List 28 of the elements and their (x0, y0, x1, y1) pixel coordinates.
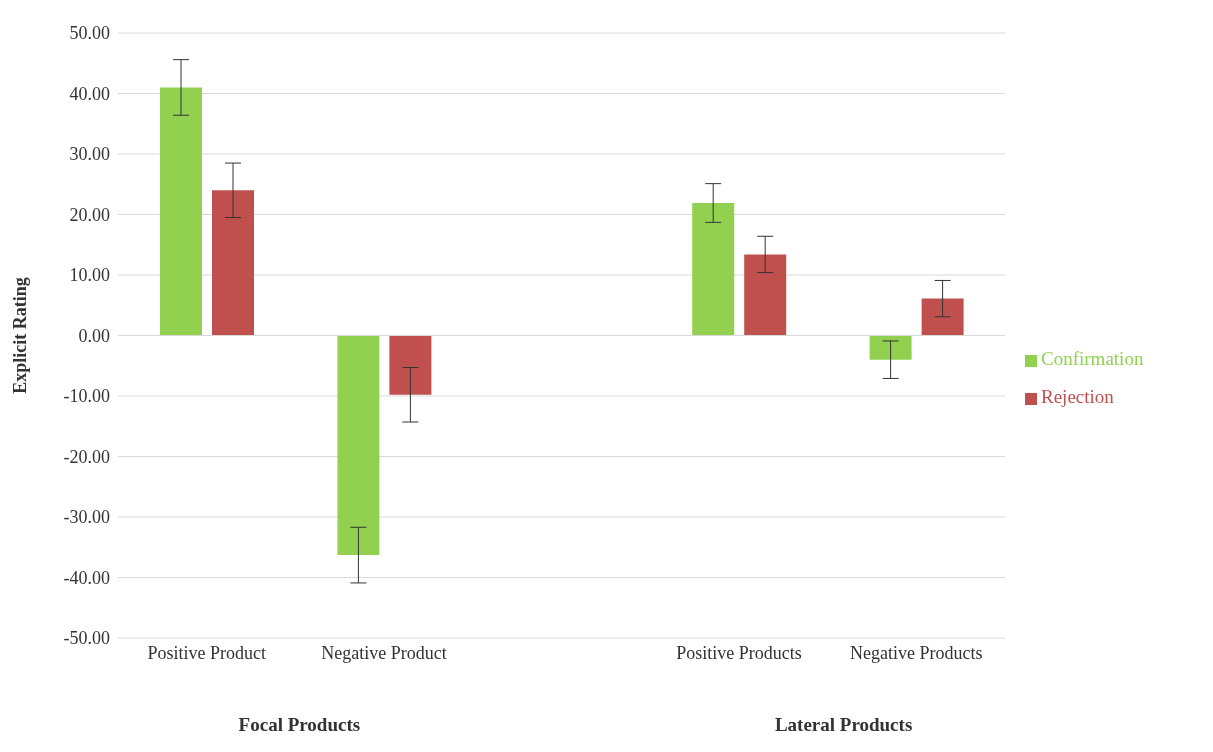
x-tick-label: Negative Product (321, 642, 447, 663)
x-tick-label: Positive Product (147, 642, 266, 663)
bar (337, 335, 380, 556)
y-tick-label: 30.00 (69, 144, 110, 165)
y-tick-label: -30.00 (63, 507, 110, 528)
y-tick-label: 10.00 (69, 265, 110, 286)
y-tick-label: 50.00 (69, 23, 110, 44)
y-tick-label: -10.00 (63, 386, 110, 407)
y-tick-label: 0.00 (78, 325, 110, 346)
y-tick-label: 20.00 (69, 204, 110, 225)
x-tick-label: Positive Products (676, 642, 802, 663)
text: Lateral Products (773, 714, 914, 736)
bar (921, 298, 964, 336)
bar (212, 190, 254, 336)
x-tick-label: Negative Products (850, 642, 983, 663)
y-tick-label: 40.00 (69, 83, 110, 104)
bar (692, 203, 735, 336)
y-tick-label: -50.00 (63, 628, 110, 649)
y-tick-label: -40.00 (63, 567, 110, 588)
bar (869, 335, 912, 360)
y-axis-title: Explicit Rating (10, 277, 31, 394)
y-tick-label: -20.00 (63, 446, 110, 467)
legend-label: Rejection (1041, 386, 1114, 407)
legend-label: Confirmation (1041, 348, 1144, 369)
text: Focal Products (237, 714, 362, 736)
bar (744, 254, 787, 336)
bar (160, 87, 202, 336)
bar (389, 335, 432, 395)
